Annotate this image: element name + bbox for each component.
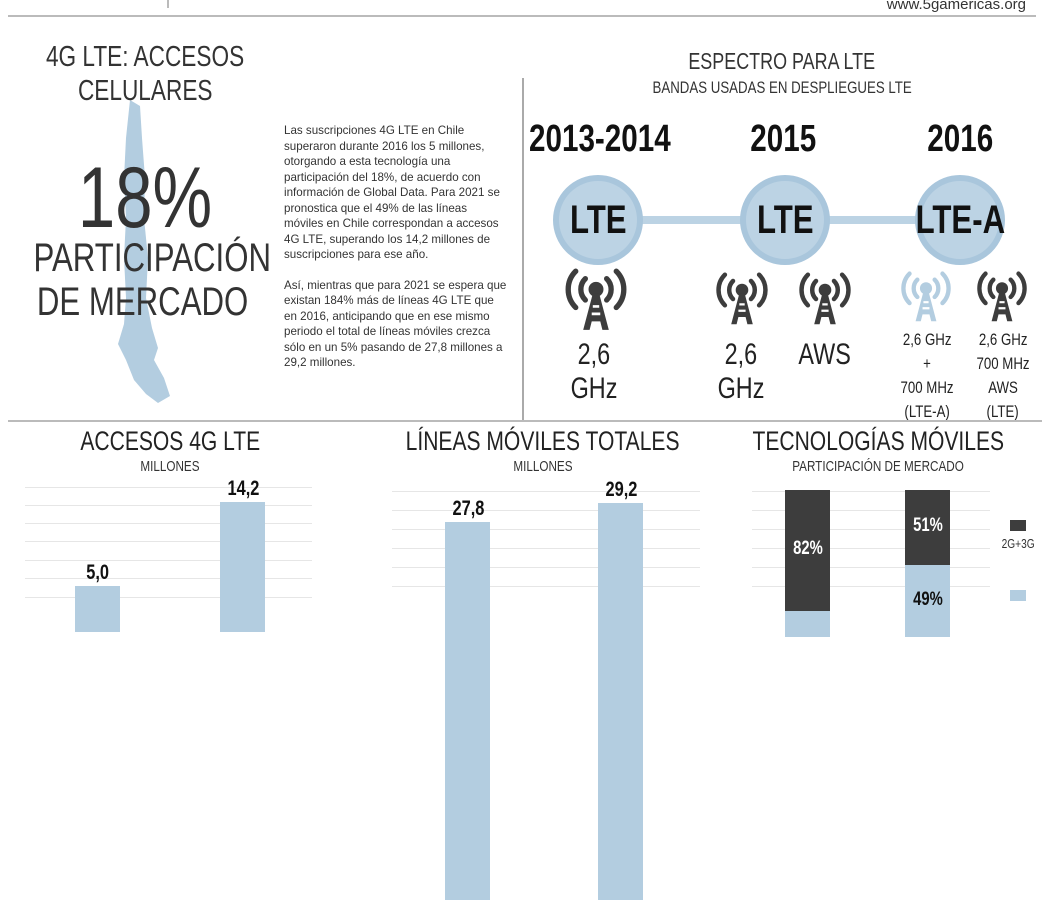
section-title: 4G LTE: ACCESOS CELULARES [0,40,290,108]
gridline [392,586,700,587]
tech-label: LTE [756,197,814,242]
chart-subtitle: PARTICIPACIÓN DE MERCADO [792,458,964,475]
bar [75,585,120,632]
tech-node: LTE [740,175,830,265]
cell-tower-icon [976,270,1028,329]
description-text: Las suscripciones 4G LTE en Chile supera… [284,123,509,386]
gridline [392,529,700,530]
gridline [752,491,990,492]
tech-node: LTE [553,175,643,265]
segment-label: 51% [913,515,943,537]
gridline [392,491,700,492]
data-label: 5,0 [86,560,110,584]
band-line: (LTE) [986,402,1020,421]
band-line: AWS [988,378,1018,397]
bar [598,502,643,900]
gridline [25,523,312,524]
band-unit: GHz [717,372,765,405]
data-label: 29,2 [605,477,637,501]
year-2013-2014: 2013-2014 [529,118,671,160]
gridline [25,597,312,598]
gridline [392,510,700,511]
band-line: 2,6 GHz [902,330,952,349]
gridline [25,541,312,542]
band-value: AWS [798,338,852,371]
tech-label: LTE-A [915,197,1005,242]
cell-tower-icon [798,272,852,331]
title-line-1: 4G LTE: ACCESOS [45,41,245,73]
stacked-segment [785,490,830,611]
legend-label: 2G+3G [1001,536,1035,551]
chart-subtitle: MILLONES [140,458,200,475]
market-share-value: 18% [77,150,213,246]
horizontal-divider [8,420,1042,422]
band-line: 2,6 GHz [978,330,1028,349]
band-label: 2,6 GHz [691,338,791,406]
chart-title: LÍNEAS MÓVILES TOTALES [406,426,680,456]
gridline [752,586,990,587]
title-line-2: CELULARES [77,75,213,107]
website-url: www.5gamericas.org [886,0,1026,13]
gridline [752,548,990,549]
chile-map [118,100,170,403]
band-value: 2,6 [577,338,611,371]
chart-title: TECNOLOGÍAS MÓVILES [752,426,1004,456]
cell-tower-icon [563,268,629,337]
band-label: AWS [775,338,875,372]
band-value: 2,6 [724,338,758,371]
legend-swatch [1010,590,1026,601]
caption-line-1: PARTICIPACIÓN [33,236,272,280]
band-line: 700 MHz [976,354,1030,373]
bar [220,501,265,632]
band-line: 700 MHz [900,378,954,397]
gridline [25,487,312,488]
band-line: (LTE-A) [904,402,950,421]
data-label: 14,2 [227,476,259,500]
paragraph: Las suscripciones 4G LTE en Chile supera… [284,124,500,261]
bar [445,521,490,900]
gridline [392,567,700,568]
band-label: 2,6 GHz [544,338,644,406]
gridline [752,529,990,530]
header-divider [8,15,1036,17]
stacked-segment [785,610,830,637]
paragraph: Así, mientras que para 2021 se espera qu… [284,278,507,370]
chart-subtitle: MILLONES [513,458,573,475]
band-label: 2,6 GHz 700 MHz AWS (LTE) [958,328,1048,424]
caption-line-2: DE MERCADO [36,280,249,324]
gridline [25,505,312,506]
stacked-segment [905,490,950,565]
gridline [752,567,990,568]
gridline [752,510,990,511]
cell-tower-icon [900,270,952,329]
cell-tower-icon [715,272,769,331]
legend-swatch [1010,520,1026,531]
data-label: 27,8 [452,496,484,520]
gridline [25,560,312,561]
year-2016: 2016 [927,118,993,160]
band-unit: GHz [570,372,618,405]
chart-title: ACCESOS 4G LTE [80,426,260,456]
band-label: 2,6 GHz + 700 MHz (LTE-A) [882,328,972,424]
spectrum-title: ESPECTRO PARA LTE [688,48,876,74]
year-2015: 2015 [750,118,816,160]
segment-label: 82% [793,538,823,560]
band-line: + [923,354,931,373]
tech-label: LTE [569,197,627,242]
header-divider-tick [167,0,169,8]
gridline [392,548,700,549]
spectrum-subtitle: BANDAS USADAS EN DESPLIEGUES LTE [652,78,912,97]
vertical-divider [522,78,524,420]
tech-node: LTE-A [915,175,1005,265]
gridline [25,578,312,579]
